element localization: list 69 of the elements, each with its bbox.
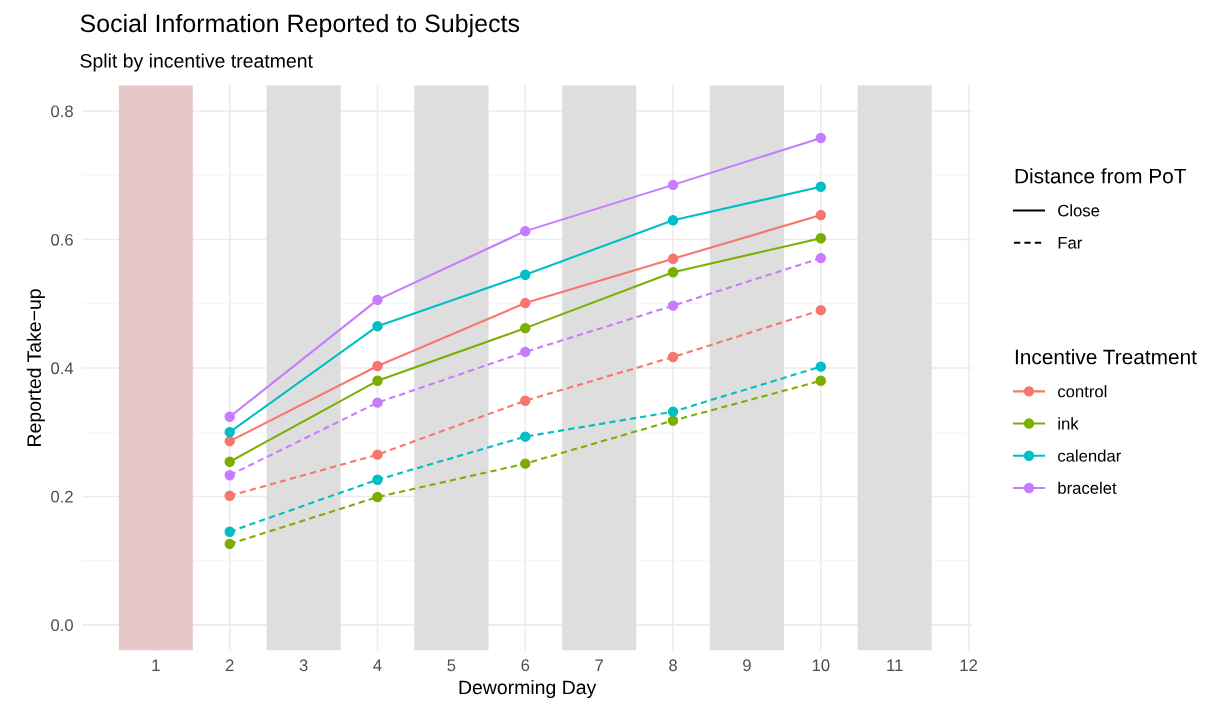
point [520, 269, 531, 281]
point [224, 470, 235, 481]
chart-title: Social Information Reported to Subjects [80, 13, 520, 38]
point [224, 526, 235, 537]
y-tick-label: 0.6 [51, 233, 73, 246]
point [224, 456, 235, 467]
y-tick-label: 0.4 [51, 362, 74, 375]
point [667, 179, 679, 191]
point [224, 435, 235, 447]
legend-label: calendar [1058, 449, 1121, 462]
point [372, 491, 383, 503]
x-tick-label: 4 [373, 659, 382, 671]
x-tick-label: 10 [812, 659, 830, 672]
point [667, 351, 679, 363]
point [372, 375, 383, 386]
y-tick-label: 0.0 [51, 619, 73, 632]
x-tick-label: 3 [299, 659, 308, 672]
point [224, 538, 235, 550]
y-tick-label: 0.8 [51, 105, 73, 118]
point [520, 225, 531, 237]
point [815, 252, 827, 264]
x-tick-label: 5 [447, 659, 456, 672]
point [520, 297, 531, 309]
y-tick-label: 0.2 [51, 490, 73, 503]
point [667, 415, 679, 426]
point [372, 294, 383, 306]
point [372, 320, 383, 332]
text: Incentive Treatment [1015, 349, 1197, 365]
point [224, 426, 235, 438]
x-tick-label: 1 [152, 659, 160, 671]
legend-label: bracelet [1058, 481, 1117, 494]
point [520, 431, 531, 442]
point [520, 346, 531, 358]
point [667, 406, 679, 417]
point [224, 490, 235, 501]
x-tick-label: 7 [595, 659, 603, 671]
point [815, 375, 827, 386]
point [815, 232, 827, 244]
point [667, 253, 679, 264]
point [815, 304, 827, 316]
point [815, 361, 827, 372]
point [372, 360, 383, 372]
point [372, 397, 383, 408]
text: Close [1058, 204, 1100, 217]
point [520, 395, 531, 406]
point [372, 474, 383, 485]
y-axis-title: Reported Take−up [26, 289, 45, 446]
point [224, 411, 235, 422]
x-tick-label: 8 [669, 659, 677, 672]
point [667, 267, 679, 278]
text: Distance from PoT [1015, 168, 1187, 184]
x-tick-label: 12 [960, 659, 978, 671]
text: Far [1058, 237, 1083, 249]
x-axis-title: Deworming Day [459, 679, 597, 699]
legend-label: ink [1058, 417, 1079, 430]
point [667, 300, 679, 311]
chart-subtitle: Split by incentive treatment [80, 53, 313, 72]
point [520, 458, 531, 469]
legend-label: control [1058, 385, 1107, 398]
x-tick-label: 2 [225, 659, 234, 671]
x-tick-label: 11 [887, 659, 903, 671]
point [667, 214, 679, 226]
x-tick-label: 6 [521, 659, 530, 672]
point [815, 209, 827, 221]
point [372, 449, 383, 460]
x-tick-label: 9 [743, 659, 751, 672]
point [815, 132, 827, 144]
point [520, 322, 531, 334]
point [815, 181, 827, 193]
